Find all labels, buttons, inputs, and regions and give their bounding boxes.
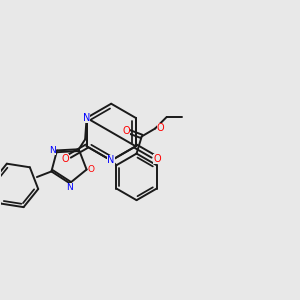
Text: O: O xyxy=(61,154,69,164)
Text: N: N xyxy=(49,146,56,155)
Text: O: O xyxy=(122,126,130,136)
Text: O: O xyxy=(88,165,94,174)
Text: N: N xyxy=(66,183,73,192)
Text: O: O xyxy=(153,154,161,164)
Text: O: O xyxy=(157,123,164,133)
Text: N: N xyxy=(107,155,115,166)
Text: N: N xyxy=(83,113,90,123)
